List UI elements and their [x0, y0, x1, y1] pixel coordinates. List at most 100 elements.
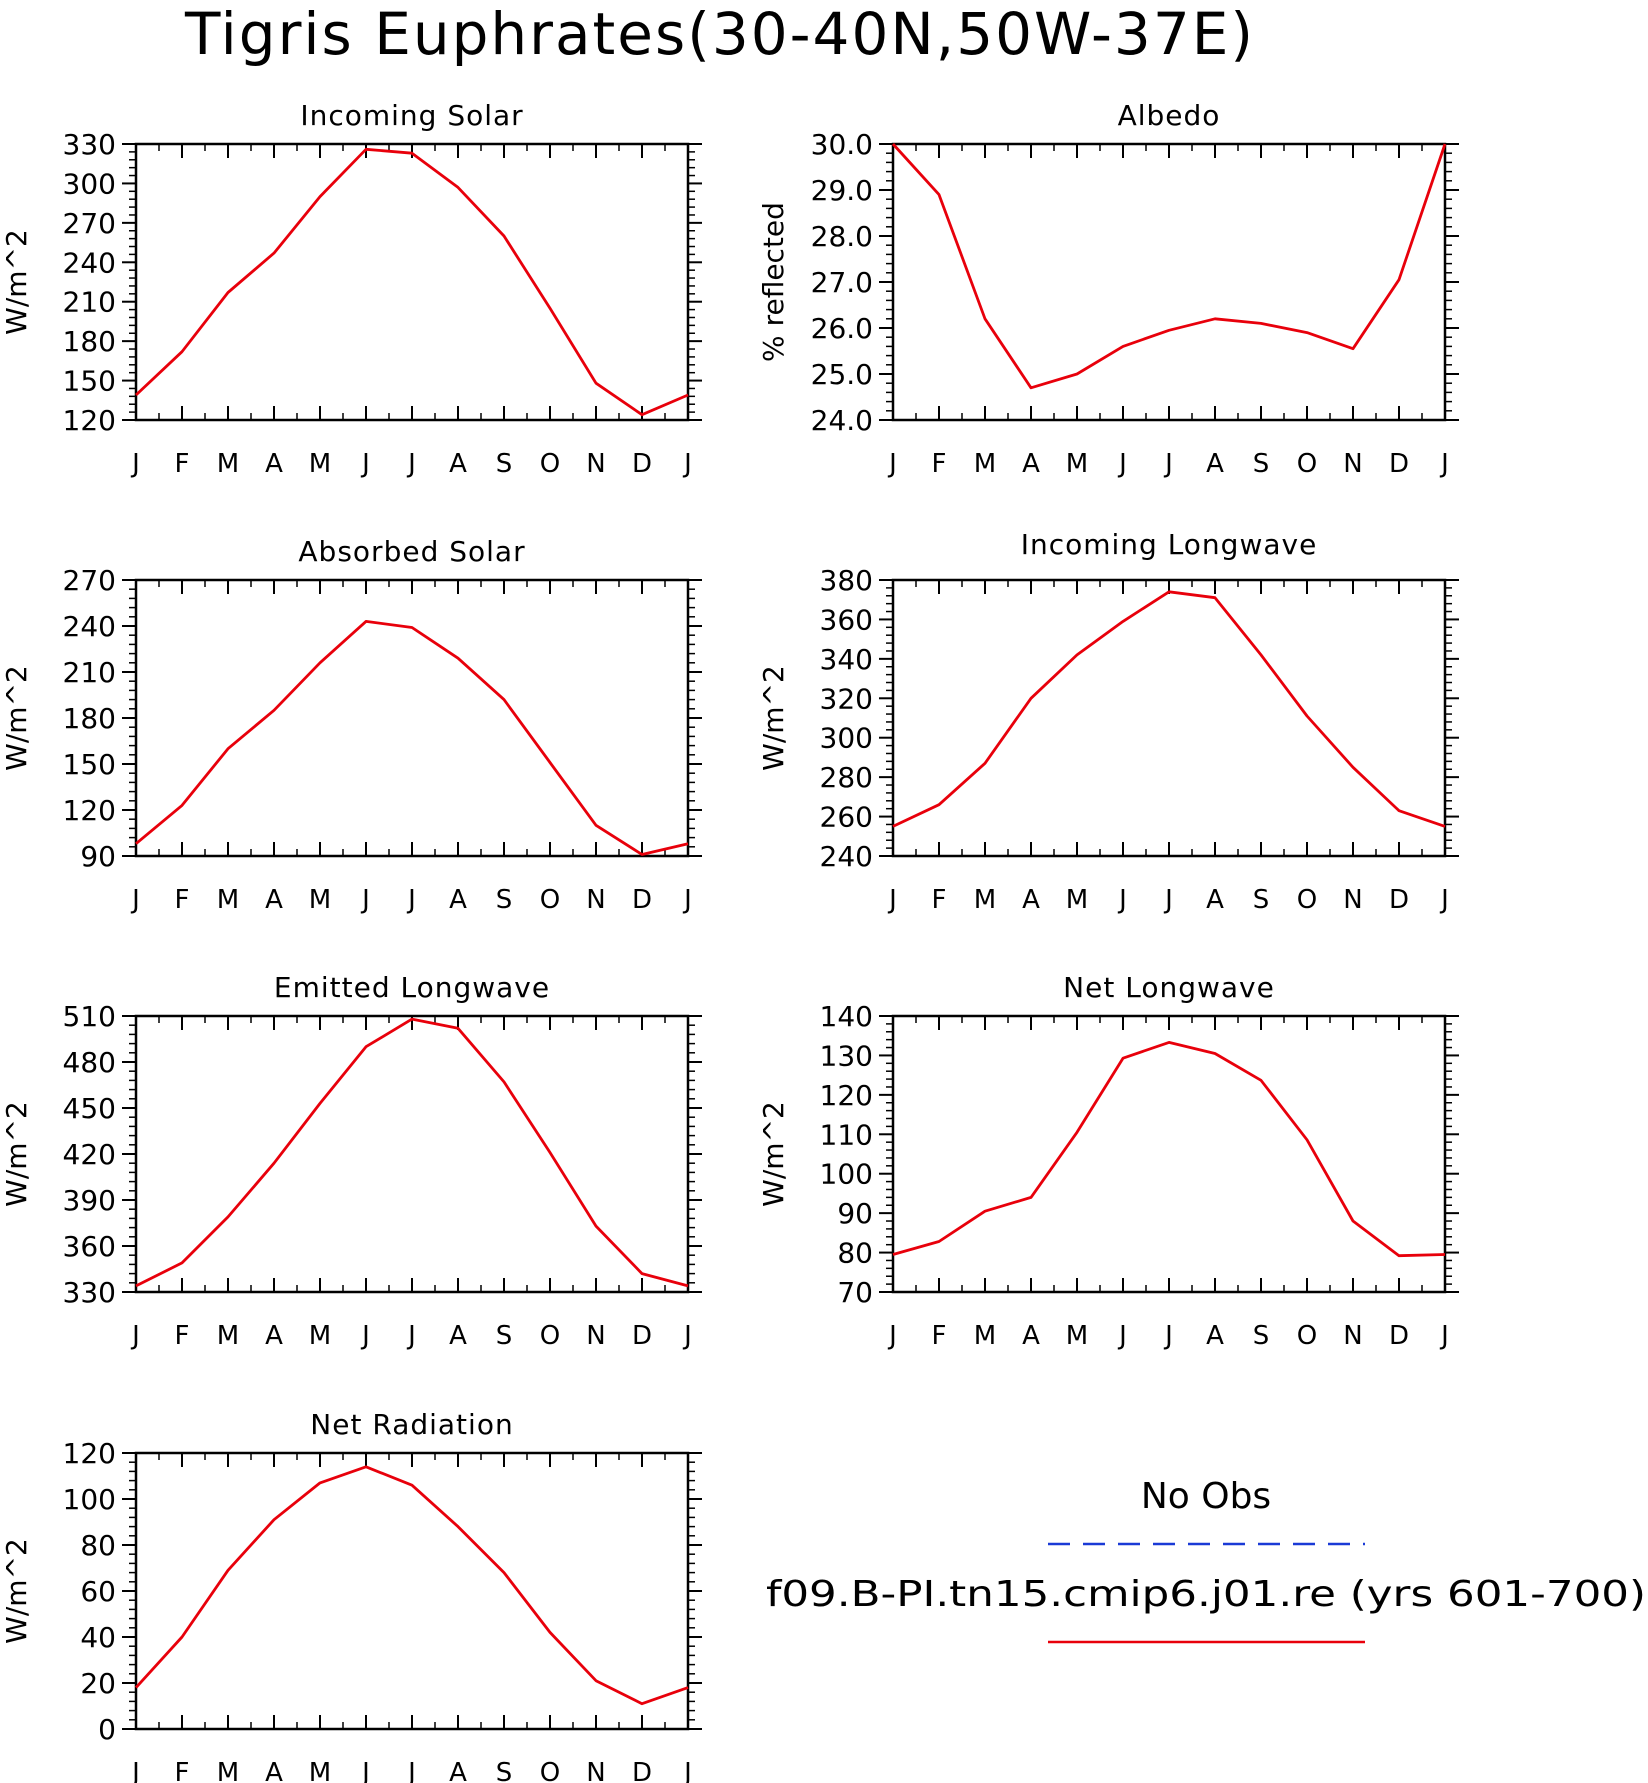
- x-tick-label: S: [1253, 449, 1270, 479]
- x-tick-label: F: [932, 885, 947, 915]
- y-tick-label: 150: [63, 365, 116, 398]
- x-tick-label: N: [586, 1321, 605, 1351]
- x-tick-label: D: [632, 1321, 652, 1351]
- series-line: [135, 1017, 689, 1288]
- y-tick-label: 480: [63, 1046, 116, 1079]
- plot-frame: [134, 1451, 690, 1731]
- x-tick-label: M: [217, 885, 239, 915]
- x-tick-label: A: [1022, 885, 1040, 915]
- x-tick-label: M: [1066, 449, 1088, 479]
- y-axis-label: W/m^2: [0, 1101, 33, 1207]
- y-tick-label: 28.0: [811, 220, 873, 253]
- x-tick-label: M: [309, 449, 331, 479]
- x-tick-label: M: [309, 1321, 331, 1351]
- x-tick-label: A: [1206, 885, 1224, 915]
- y-tick-label: 40: [80, 1621, 116, 1654]
- x-tick-label: J: [887, 449, 897, 479]
- x-tick-label: S: [1253, 885, 1270, 915]
- x-tick-label: O: [540, 449, 560, 479]
- x-tick-label: M: [1066, 1321, 1088, 1351]
- x-tick-label: D: [632, 449, 652, 479]
- x-tick-label: J: [1117, 449, 1127, 479]
- y-tick-label: 60: [80, 1575, 116, 1608]
- x-tick-label: M: [217, 449, 239, 479]
- y-tick-label: 240: [63, 246, 116, 279]
- x-tick-label: J: [682, 449, 692, 479]
- y-tick-label: 150: [63, 748, 116, 781]
- y-tick-label: 20: [80, 1667, 116, 1700]
- y-tick-label: 510: [63, 1000, 116, 1033]
- x-tick-label: D: [632, 1758, 652, 1783]
- y-tick-label: 110: [820, 1118, 873, 1151]
- x-tick-label: F: [932, 449, 947, 479]
- y-tick-label: 140: [820, 1000, 873, 1033]
- y-tick-label: 25.0: [811, 358, 873, 391]
- y-tick-label: 420: [63, 1138, 116, 1171]
- y-axis-label: W/m^2: [0, 665, 33, 771]
- legend-model-label: f09.B-PI.tn15.cmip6.j01.re (yrs 601-700): [766, 1574, 1646, 1615]
- y-tick-label: 120: [63, 794, 116, 827]
- y-tick-label: 0: [98, 1713, 116, 1746]
- chart-title: Emitted Longwave: [274, 971, 550, 1004]
- x-tick-label: S: [1253, 1321, 1270, 1351]
- y-tick-label: 120: [820, 1079, 873, 1112]
- x-tick-label: O: [540, 885, 560, 915]
- x-tick-label: J: [887, 885, 897, 915]
- x-tick-label: J: [406, 449, 416, 479]
- x-tick-label: M: [974, 449, 996, 479]
- x-tick-label: N: [1343, 449, 1362, 479]
- x-tick-label: J: [682, 1321, 692, 1351]
- x-tick-label: M: [217, 1321, 239, 1351]
- chart-emitted-longwave: J F M A M J J A S O N D J330360390420450480510Emitte…: [0, 971, 702, 1351]
- y-tick-label: 280: [820, 761, 873, 794]
- x-tick-label: J: [1439, 1321, 1449, 1351]
- y-tick-label: 240: [63, 610, 116, 643]
- x-tick-label: J: [130, 1321, 140, 1351]
- x-tick-label: J: [406, 1321, 416, 1351]
- chart-title: Incoming Longwave: [1021, 528, 1318, 561]
- plot-frame: [134, 1014, 690, 1294]
- figure-title: Tigris Euphrates(30-40N,50W-37E): [184, 0, 1255, 68]
- y-tick-label: 270: [63, 564, 116, 597]
- series-line: [134, 1465, 689, 1706]
- x-tick-label: A: [449, 885, 467, 915]
- chart-incoming-longwave: J F M A M J J A S O N D J240260280300320340360380Inc…: [757, 528, 1459, 915]
- x-tick-label: A: [449, 1321, 467, 1351]
- x-tick-label: N: [586, 449, 605, 479]
- x-tick-label: J: [1163, 1321, 1173, 1351]
- y-tick-label: 330: [63, 128, 116, 161]
- x-tick-label: N: [586, 1758, 605, 1783]
- y-tick-label: 210: [63, 286, 116, 319]
- series-line: [135, 620, 689, 856]
- y-tick-label: 180: [63, 325, 116, 358]
- x-tick-label: J: [1439, 449, 1449, 479]
- x-tick-label: M: [1066, 885, 1088, 915]
- x-tick-label: J: [360, 1758, 370, 1783]
- x-tick-label: O: [1297, 1321, 1317, 1351]
- y-tick-label: 26.0: [811, 312, 873, 345]
- x-tick-label: A: [449, 1758, 467, 1783]
- x-tick-label: J: [406, 1758, 416, 1783]
- x-tick-label: J: [130, 1758, 140, 1783]
- y-axis-label: W/m^2: [757, 665, 790, 771]
- plot-frame: [891, 1014, 1447, 1294]
- chart-title: Albedo: [1118, 99, 1221, 132]
- x-tick-label: J: [1439, 885, 1449, 915]
- y-tick-label: 320: [820, 682, 873, 715]
- x-tick-label: J: [887, 1321, 897, 1351]
- x-tick-label: F: [175, 1321, 190, 1351]
- chart-title: Net Radiation: [310, 1408, 513, 1441]
- x-tick-label: S: [496, 1758, 513, 1783]
- chart-incoming-solar: J F M A M J J A S O N D J120150180210240270300330Inc…: [0, 99, 702, 479]
- y-tick-label: 240: [820, 840, 873, 873]
- x-tick-label: S: [496, 449, 513, 479]
- series-line: [135, 147, 689, 417]
- y-tick-label: 300: [820, 722, 873, 755]
- chart-albedo: J F M A M J J A S O N D J24.025.026.027.028.029.030.…: [757, 99, 1459, 479]
- x-tick-label: N: [586, 885, 605, 915]
- y-tick-label: 27.0: [811, 266, 873, 299]
- x-tick-label: A: [265, 885, 283, 915]
- x-tick-label: D: [1389, 885, 1409, 915]
- plot-frame: [891, 578, 1447, 858]
